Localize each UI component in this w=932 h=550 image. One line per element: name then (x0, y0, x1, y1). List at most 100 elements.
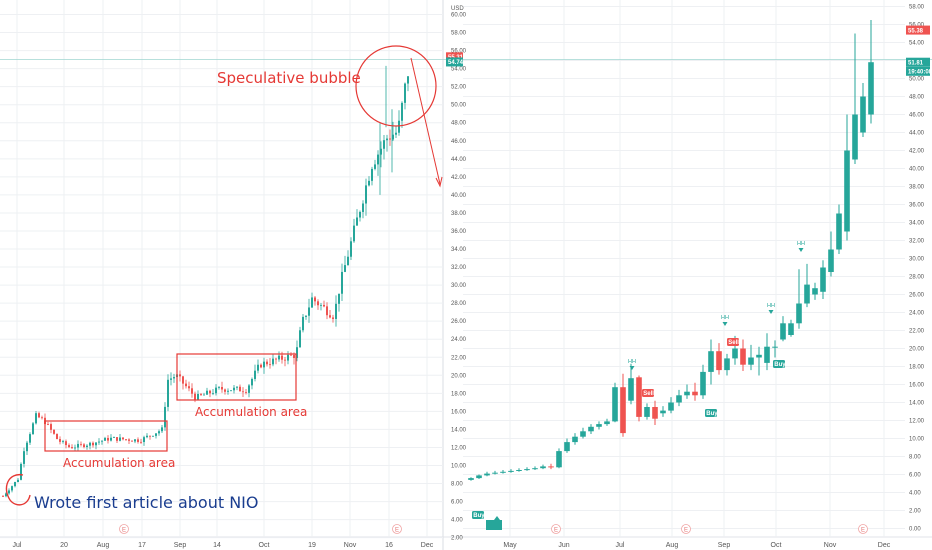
left-candle-body (260, 365, 262, 368)
left-candle-body (23, 451, 25, 464)
right-y-tick: 0.00 (909, 527, 921, 533)
earnings-marker-text: E (861, 528, 865, 534)
right-y-tick: 8.00 (909, 455, 921, 461)
left-candle-body (200, 394, 202, 395)
right-y-tick: 44.00 (909, 131, 925, 137)
right-price-tag-text: 19:40:08 (908, 70, 932, 76)
left-y-tick: 28.00 (451, 301, 467, 307)
left-candle-body (11, 486, 13, 490)
left-candle-body (245, 392, 247, 393)
right-x-tick: May (503, 542, 517, 549)
right-candle-body (516, 470, 522, 471)
left-y-tick: 50.00 (451, 103, 467, 109)
left-candle-body (287, 355, 289, 361)
left-candle-body (140, 442, 142, 443)
left-candle-body (206, 391, 208, 395)
bubble-label: Speculative bubble (217, 69, 361, 87)
left-candle-body (212, 393, 214, 394)
left-candle-body (290, 355, 292, 356)
left-y-tick: 14.00 (451, 427, 467, 433)
left-candle-body (68, 445, 70, 447)
left-candle-body (95, 442, 97, 445)
right-y-tick: 58.00 (909, 5, 925, 11)
left-candle-body (350, 241, 352, 256)
sell-signal-text: Sell (643, 391, 654, 397)
left-candle-body (341, 272, 343, 294)
left-x-tick: Oct (259, 542, 270, 549)
left-candle-body (284, 360, 286, 361)
left-candle-body (38, 413, 40, 417)
left-y-tick: 4.00 (451, 518, 463, 524)
left-x-tick: Dec (421, 542, 434, 549)
hh-label: HH (767, 303, 775, 309)
right-y-tick: 40.00 (909, 167, 925, 173)
earnings-marker-text: E (122, 528, 126, 534)
right-candle-body (740, 349, 746, 365)
right-x-tick: Dec (878, 542, 891, 549)
left-candle-body (323, 305, 325, 306)
left-candle-body (266, 362, 268, 365)
left-y-tick: 30.00 (451, 283, 467, 289)
right-candle-body (572, 437, 578, 442)
right-candle-body (596, 424, 602, 427)
left-candle-body (161, 427, 163, 431)
left-candle-body (362, 204, 364, 212)
earnings-marker-text: E (554, 528, 558, 534)
right-y-tick: 4.00 (909, 491, 921, 497)
left-candle-body (92, 443, 94, 445)
left-candle-body (74, 448, 76, 449)
right-candle-body (732, 349, 738, 359)
right-candle-body (844, 151, 850, 232)
left-y-tick: 46.00 (451, 139, 467, 145)
left-candle-body (152, 436, 154, 437)
hh-label: HH (797, 241, 805, 247)
left-x-tick: Sep (174, 542, 187, 549)
left-y-tick: 42.00 (451, 175, 467, 181)
right-candle-body (692, 392, 698, 396)
left-candle-body (239, 387, 241, 392)
right-candle-body (604, 421, 610, 424)
right-candle-body (868, 62, 874, 114)
left-candle-body (155, 433, 157, 436)
left-candle-body (329, 315, 331, 317)
left-y-tick: 2.00 (451, 536, 463, 542)
right-price-tag-text: 51.81 (908, 60, 924, 66)
right-y-tick: 34.00 (909, 221, 925, 227)
left-candle-body (308, 307, 310, 315)
left-candle-body (101, 441, 103, 442)
left-candle-body (194, 394, 196, 400)
right-candle-body (556, 451, 562, 467)
left-y-tick: 24.00 (451, 337, 467, 343)
left-candle-body (83, 444, 85, 447)
right-y-tick: 22.00 (909, 329, 925, 335)
left-candle-body (179, 374, 181, 376)
buy-signal-text: Buy (774, 362, 786, 368)
left-candle-body (302, 317, 304, 330)
right-candle-body (828, 250, 834, 273)
left-candle-body (50, 424, 52, 430)
left-candle-body (119, 437, 121, 440)
left-candle-body (65, 441, 67, 445)
right-y-tick: 12.00 (909, 419, 925, 425)
left-candle-body (53, 430, 55, 434)
right-candle-body (724, 358, 730, 370)
left-y-tick: 8.00 (451, 482, 463, 488)
right-candle-body (796, 304, 802, 324)
right-candle-body (548, 466, 554, 467)
left-y-tick: 40.00 (451, 193, 467, 199)
left-candle-body (338, 294, 340, 304)
right-y-tick: 36.00 (909, 203, 925, 209)
left-y-tick: 22.00 (451, 355, 467, 361)
right-candle-body (812, 288, 818, 294)
left-y-tick: 44.00 (451, 157, 467, 163)
left-candle-body (359, 212, 361, 218)
left-candle-body (167, 380, 169, 407)
right-y-tick: 48.00 (909, 95, 925, 101)
right-y-tick: 6.00 (909, 473, 921, 479)
first-article-label: Wrote first article about NIO (34, 493, 258, 512)
accumulation-label-2: Accumulation area (195, 405, 307, 419)
right-candle-body (660, 411, 666, 414)
left-candle-body (320, 305, 322, 306)
left-candle-body (401, 103, 403, 121)
left-candle-body (104, 438, 106, 441)
